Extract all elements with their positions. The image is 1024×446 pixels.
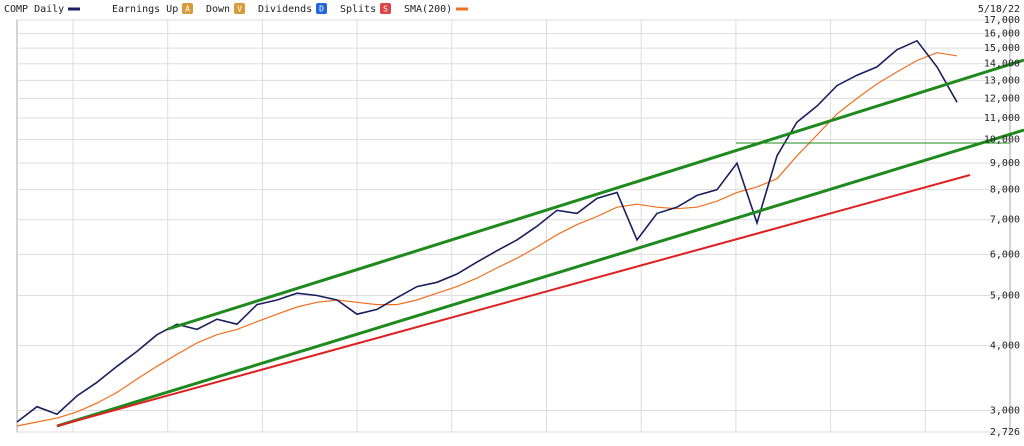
legend-label: Splits [340, 4, 376, 15]
y-tick-label: 3,000 [990, 405, 1020, 416]
plot-area [16, 19, 1011, 433]
trend-lines [56, 58, 1024, 428]
legend-label: Down [206, 4, 230, 15]
y-tick-label: 17,000 [984, 15, 1020, 26]
y-tick-label: 2,726 [990, 427, 1020, 438]
y-tick-label: 7,000 [990, 215, 1020, 226]
legend-icon-label: V [237, 5, 242, 14]
legend-icon [182, 3, 193, 14]
legend-icon-label: A [185, 5, 190, 14]
y-tick-label: 10,000 [984, 134, 1020, 145]
legend-icon [380, 3, 391, 14]
y-tick-label: 9,000 [990, 158, 1020, 169]
legend-icon-label: D [319, 5, 324, 14]
y-tick-label: 11,000 [984, 113, 1020, 124]
legend-label: SMA(200) [404, 4, 452, 15]
y-tick-label: 16,000 [984, 29, 1020, 40]
trend-line [56, 128, 1024, 428]
y-tick-label: 12,000 [984, 93, 1020, 104]
legend-icon [234, 3, 245, 14]
legend-label: Earnings Up [112, 4, 178, 15]
trend-line [56, 174, 971, 427]
grid [17, 19, 1010, 433]
legend-icon [316, 3, 327, 14]
y-tick-label: 5,000 [990, 290, 1020, 301]
chart-date: 5/18/22 [978, 4, 1020, 15]
series-line [16, 52, 958, 427]
y-tick-label: 4,000 [990, 341, 1020, 352]
legend-icon-label: S [383, 5, 388, 14]
y-tick-label: 13,000 [984, 75, 1020, 86]
y-tick-label: 6,000 [990, 249, 1020, 260]
chart-title: COMP Daily [4, 4, 64, 15]
trend-line [167, 58, 1024, 331]
y-tick-label: 14,000 [984, 59, 1020, 70]
legend: Earnings Up A Down V Dividends D Splits S SMA(20… [68, 3, 468, 15]
y-tick-label: 8,000 [990, 185, 1020, 196]
legend-label: Dividends [258, 4, 312, 15]
y-tick-label: 15,000 [984, 43, 1020, 54]
